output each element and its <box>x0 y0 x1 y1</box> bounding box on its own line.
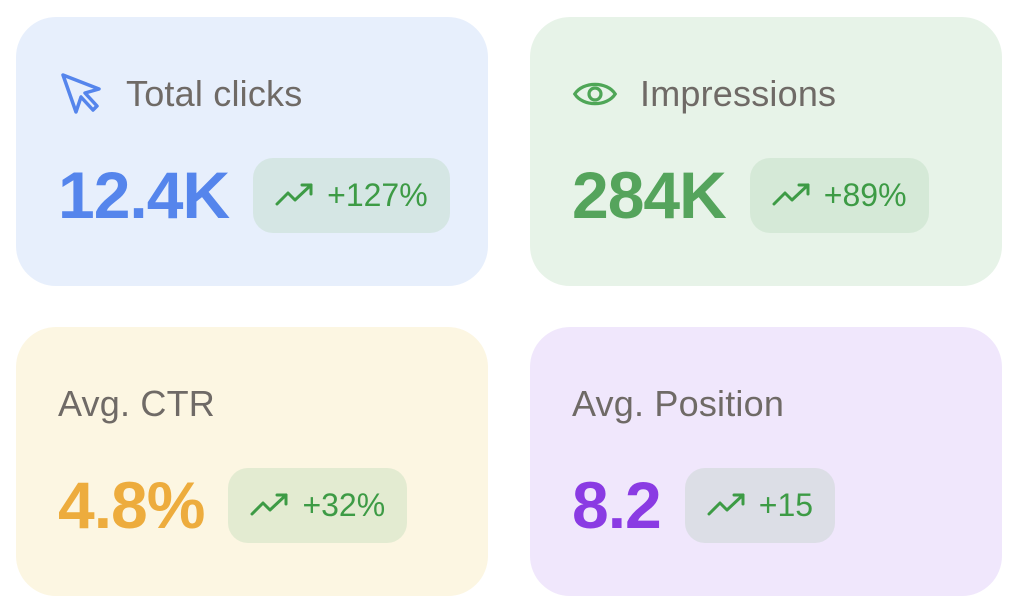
trend-badge: +89% <box>749 157 929 233</box>
metric-card-avg-ctr[interactable]: Avg. CTR 4.8% +32% <box>16 327 488 596</box>
trend-delta: +127% <box>327 176 428 213</box>
metric-value: 12.4K <box>58 158 230 232</box>
card-title: Avg. CTR <box>58 383 215 424</box>
card-title: Avg. Position <box>572 383 785 424</box>
trend-badge: +32% <box>228 467 408 543</box>
trending-up-icon <box>250 493 288 516</box>
eye-icon <box>572 71 618 117</box>
metric-value: 4.8% <box>58 468 205 542</box>
card-header: Impressions <box>572 69 836 119</box>
cursor-icon <box>58 71 104 117</box>
trend-delta: +32% <box>302 486 386 523</box>
trend-badge: +15 <box>684 467 836 543</box>
metric-value: 8.2 <box>572 468 662 542</box>
metric-card-total-clicks[interactable]: Total clicks 12.4K +127% <box>16 17 488 286</box>
metric-card-avg-position[interactable]: Avg. Position 8.2 +15 <box>530 327 1002 596</box>
card-title: Total clicks <box>126 73 303 114</box>
trending-up-icon <box>275 183 313 206</box>
card-header: Total clicks <box>58 69 302 119</box>
trending-up-icon <box>772 183 810 206</box>
trend-delta: +15 <box>758 486 814 523</box>
trending-up-icon <box>707 493 745 516</box>
card-header: Avg. Position <box>572 379 784 429</box>
metric-card-impressions[interactable]: Impressions 284K +89% <box>530 17 1002 286</box>
trend-badge: +127% <box>253 157 450 233</box>
card-header: Avg. CTR <box>58 379 215 429</box>
card-title: Impressions <box>640 73 837 114</box>
trend-delta: +89% <box>823 176 907 213</box>
metric-value: 284K <box>572 158 727 232</box>
